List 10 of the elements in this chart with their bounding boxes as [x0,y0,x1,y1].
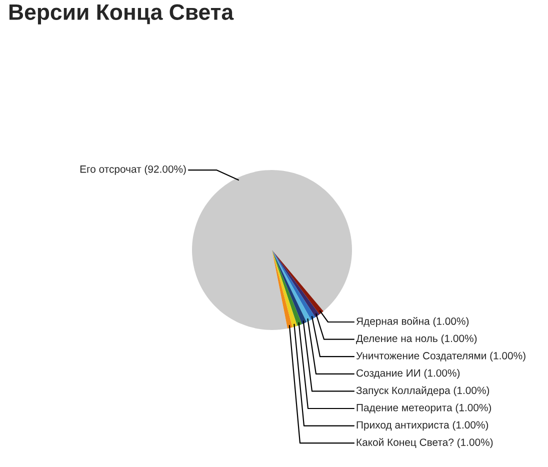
slice-label: Приход антихриста (1.00%) [356,420,488,431]
slice-label: Его отсрочат (92.00%) [80,165,186,175]
slice-label: Деление на ноль (1.00%) [356,334,477,344]
slice-label: Ядерная война (1.00%) [356,317,469,327]
chart-title: Версии Конца Света [9,4,234,24]
slice-label: Запуск Коллайдера (1.00%) [356,386,490,396]
slice-label: Какой Конец Света? (1.00%) [356,438,493,448]
slice-label: Падение метеорита (1.00%) [356,404,492,414]
slice-label: Уничтожение Создателями (1.00%) [356,352,526,362]
slice-label: Создание ИИ (1.00%) [356,369,460,379]
